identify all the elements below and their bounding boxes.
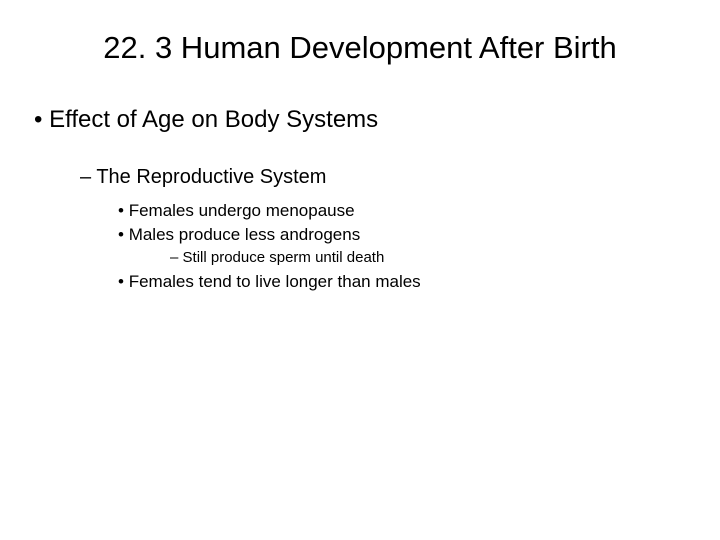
bullet-level1: Effect of Age on Body Systems	[34, 106, 700, 134]
bullet-level2: The Reproductive System	[80, 166, 700, 189]
bullet-level3: Females undergo menopause	[118, 201, 700, 221]
slide-container: 22. 3 Human Development After Birth Effe…	[0, 0, 720, 316]
bullet-level3: Males produce less androgens	[118, 225, 700, 245]
slide-title: 22. 3 Human Development After Birth	[20, 30, 700, 66]
bullet-level3: Females tend to live longer than males	[118, 272, 700, 292]
bullet-level4: Still produce sperm until death	[170, 249, 700, 266]
